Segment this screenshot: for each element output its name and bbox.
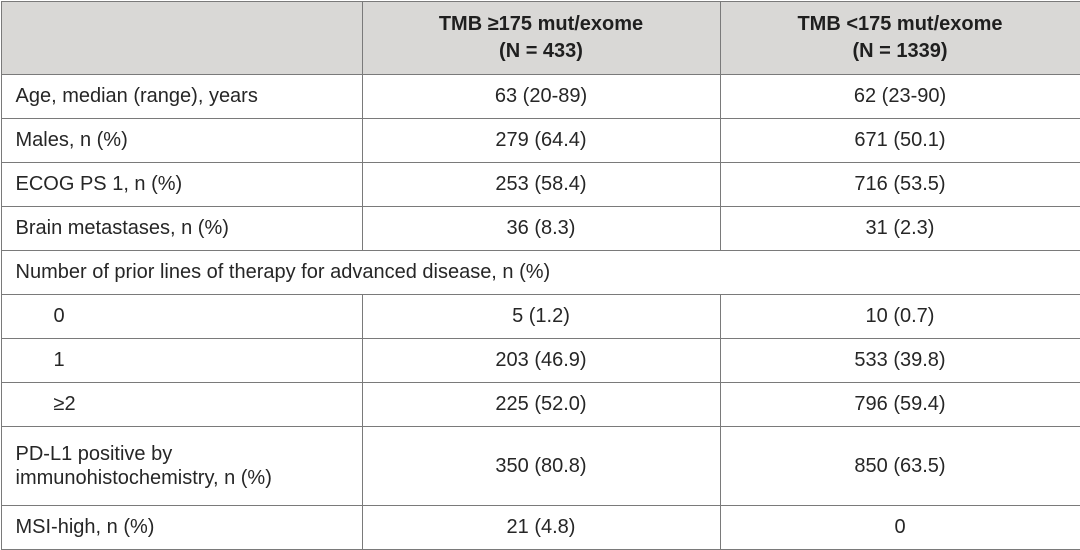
cell-tmb-low: 62 (23-90)	[720, 74, 1080, 118]
table-row: PD-L1 positive by immunohistochemistry, …	[1, 426, 1080, 505]
table-row: 0 5 (1.2) 10 (0.7)	[1, 294, 1080, 338]
row-label: 1	[1, 338, 362, 382]
cell-tmb-high: 36 (8.3)	[362, 206, 720, 250]
table-row: 1 203 (46.9) 533 (39.8)	[1, 338, 1080, 382]
cell-tmb-low: 671 (50.1)	[720, 118, 1080, 162]
header-tmb-high-title: TMB ≥175 mut/exome	[377, 11, 706, 38]
row-label: 0	[1, 294, 362, 338]
header-tmb-low: TMB <175 mut/exome (N = 1339)	[720, 1, 1080, 74]
table-row: Males, n (%) 279 (64.4) 671 (50.1)	[1, 118, 1080, 162]
cell-tmb-high: 5 (1.2)	[362, 294, 720, 338]
row-label: ≥2	[1, 382, 362, 426]
row-label-line2: immunohistochemistry, n (%)	[16, 466, 348, 490]
table-row: ≥2 225 (52.0) 796 (59.4)	[1, 382, 1080, 426]
table-header-row: TMB ≥175 mut/exome (N = 433) TMB <175 mu…	[1, 1, 1080, 74]
cell-tmb-low: 533 (39.8)	[720, 338, 1080, 382]
cell-tmb-high: 63 (20-89)	[362, 74, 720, 118]
row-label: Brain metastases, n (%)	[1, 206, 362, 250]
header-empty-cell	[1, 1, 362, 74]
cell-tmb-high: 203 (46.9)	[362, 338, 720, 382]
row-label-line1: PD-L1 positive by	[16, 442, 348, 466]
cell-tmb-high: 225 (52.0)	[362, 382, 720, 426]
cell-tmb-high: 279 (64.4)	[362, 118, 720, 162]
cell-tmb-high: 21 (4.8)	[362, 505, 720, 549]
table-row: Brain metastases, n (%) 36 (8.3) 31 (2.3…	[1, 206, 1080, 250]
cell-tmb-low: 10 (0.7)	[720, 294, 1080, 338]
header-tmb-high-n: (N = 433)	[377, 38, 706, 65]
row-label: Males, n (%)	[1, 118, 362, 162]
section-label: Number of prior lines of therapy for adv…	[1, 250, 1080, 294]
cell-tmb-high: 350 (80.8)	[362, 426, 720, 505]
cell-tmb-high: 253 (58.4)	[362, 162, 720, 206]
cell-tmb-low: 31 (2.3)	[720, 206, 1080, 250]
row-label: MSI-high, n (%)	[1, 505, 362, 549]
row-label: Age, median (range), years	[1, 74, 362, 118]
header-tmb-high: TMB ≥175 mut/exome (N = 433)	[362, 1, 720, 74]
table-row: Age, median (range), years 63 (20-89) 62…	[1, 74, 1080, 118]
header-tmb-low-title: TMB <175 mut/exome	[735, 11, 1066, 38]
row-label: PD-L1 positive by immunohistochemistry, …	[1, 426, 362, 505]
table-row: ECOG PS 1, n (%) 253 (58.4) 716 (53.5)	[1, 162, 1080, 206]
cell-tmb-low: 796 (59.4)	[720, 382, 1080, 426]
cell-tmb-low: 850 (63.5)	[720, 426, 1080, 505]
row-label: ECOG PS 1, n (%)	[1, 162, 362, 206]
header-tmb-low-n: (N = 1339)	[735, 38, 1066, 65]
cell-tmb-low: 0	[720, 505, 1080, 549]
cell-tmb-low: 716 (53.5)	[720, 162, 1080, 206]
table-row: MSI-high, n (%) 21 (4.8) 0	[1, 505, 1080, 549]
table-section-row: Number of prior lines of therapy for adv…	[1, 250, 1080, 294]
